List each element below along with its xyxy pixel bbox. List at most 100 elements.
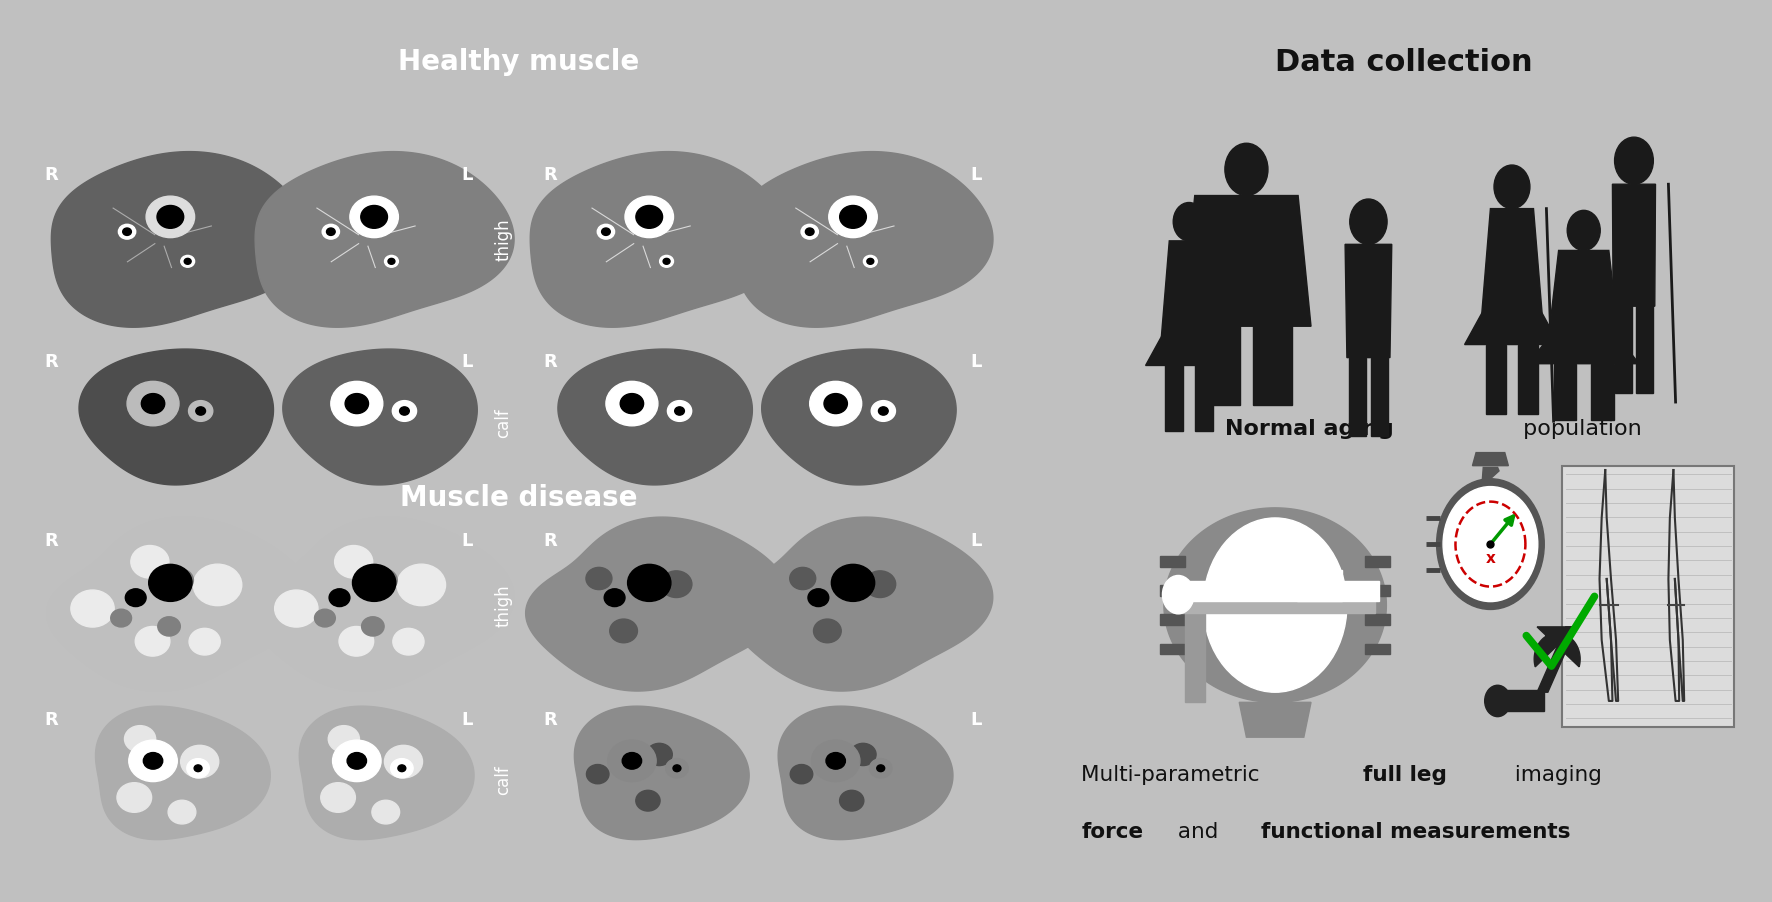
- Circle shape: [1614, 138, 1653, 185]
- Text: L: L: [971, 166, 982, 184]
- Circle shape: [158, 617, 181, 636]
- Polygon shape: [558, 350, 753, 485]
- Text: Multi-parametric: Multi-parametric: [1081, 764, 1267, 784]
- Circle shape: [872, 401, 895, 422]
- Circle shape: [330, 589, 349, 607]
- Text: R: R: [44, 353, 58, 371]
- Circle shape: [361, 207, 388, 229]
- Circle shape: [840, 790, 865, 811]
- Circle shape: [879, 408, 888, 416]
- Circle shape: [135, 627, 170, 657]
- Circle shape: [622, 753, 641, 769]
- Text: Data collection: Data collection: [1276, 49, 1533, 78]
- Circle shape: [353, 565, 395, 602]
- Circle shape: [1173, 203, 1205, 242]
- Circle shape: [673, 765, 680, 772]
- Circle shape: [647, 743, 672, 766]
- Polygon shape: [1636, 307, 1653, 394]
- Circle shape: [71, 591, 113, 628]
- Circle shape: [801, 225, 819, 240]
- Text: L: L: [971, 710, 982, 728]
- Circle shape: [181, 745, 218, 778]
- Polygon shape: [284, 350, 477, 485]
- Bar: [1175, 598, 1375, 613]
- Circle shape: [131, 546, 168, 578]
- Circle shape: [128, 382, 179, 427]
- Circle shape: [193, 565, 241, 606]
- Circle shape: [620, 394, 643, 414]
- Circle shape: [806, 229, 813, 236]
- Text: L: L: [461, 531, 473, 549]
- Circle shape: [1224, 144, 1269, 197]
- Text: thigh: thigh: [494, 218, 512, 262]
- Polygon shape: [1345, 245, 1391, 358]
- Polygon shape: [530, 152, 789, 328]
- Circle shape: [812, 741, 859, 782]
- Circle shape: [186, 759, 209, 778]
- Text: L: L: [971, 531, 982, 549]
- Polygon shape: [1253, 327, 1292, 405]
- Polygon shape: [1529, 338, 1639, 364]
- Polygon shape: [80, 350, 273, 485]
- Polygon shape: [730, 518, 992, 691]
- Polygon shape: [96, 706, 271, 840]
- Circle shape: [636, 790, 661, 811]
- Circle shape: [661, 571, 691, 598]
- Text: Normal aging: Normal aging: [1224, 419, 1393, 438]
- Polygon shape: [1497, 691, 1543, 712]
- Polygon shape: [1161, 242, 1217, 337]
- Circle shape: [167, 569, 193, 592]
- Circle shape: [142, 394, 165, 414]
- Circle shape: [372, 800, 400, 824]
- Circle shape: [790, 567, 815, 590]
- Circle shape: [333, 741, 381, 782]
- Circle shape: [636, 207, 663, 229]
- Polygon shape: [1481, 468, 1499, 487]
- Text: full leg: full leg: [1363, 764, 1446, 784]
- Circle shape: [602, 229, 610, 236]
- Polygon shape: [46, 518, 310, 691]
- Polygon shape: [1613, 185, 1655, 307]
- Polygon shape: [1161, 585, 1185, 596]
- Circle shape: [190, 629, 220, 655]
- Polygon shape: [778, 706, 953, 840]
- Circle shape: [122, 229, 131, 236]
- Bar: [1563, 466, 1735, 727]
- Circle shape: [1494, 166, 1529, 209]
- Polygon shape: [1487, 345, 1506, 415]
- Text: thigh: thigh: [494, 584, 512, 627]
- Circle shape: [1485, 686, 1510, 717]
- Circle shape: [659, 256, 673, 268]
- Text: L: L: [461, 710, 473, 728]
- Circle shape: [347, 753, 367, 769]
- Polygon shape: [1591, 364, 1614, 421]
- Polygon shape: [299, 706, 475, 840]
- Text: calf: calf: [494, 765, 512, 795]
- Circle shape: [124, 726, 156, 752]
- Polygon shape: [1519, 345, 1538, 415]
- Polygon shape: [1549, 251, 1620, 338]
- Text: R: R: [544, 710, 558, 728]
- Polygon shape: [574, 706, 750, 840]
- Circle shape: [168, 800, 197, 824]
- Polygon shape: [1201, 327, 1240, 405]
- Polygon shape: [1364, 644, 1389, 654]
- Polygon shape: [762, 350, 957, 485]
- Circle shape: [813, 620, 842, 643]
- Circle shape: [158, 207, 184, 229]
- Circle shape: [1203, 519, 1347, 693]
- Circle shape: [197, 408, 206, 416]
- Text: and: and: [1171, 822, 1224, 842]
- Polygon shape: [1164, 509, 1386, 703]
- Circle shape: [144, 753, 163, 769]
- Circle shape: [400, 408, 409, 416]
- Circle shape: [824, 394, 847, 414]
- Circle shape: [829, 197, 877, 238]
- Polygon shape: [51, 152, 310, 328]
- Polygon shape: [1364, 557, 1389, 567]
- Circle shape: [666, 759, 688, 778]
- Circle shape: [863, 256, 877, 268]
- Text: L: L: [971, 353, 982, 371]
- Polygon shape: [1161, 557, 1185, 567]
- Circle shape: [840, 207, 867, 229]
